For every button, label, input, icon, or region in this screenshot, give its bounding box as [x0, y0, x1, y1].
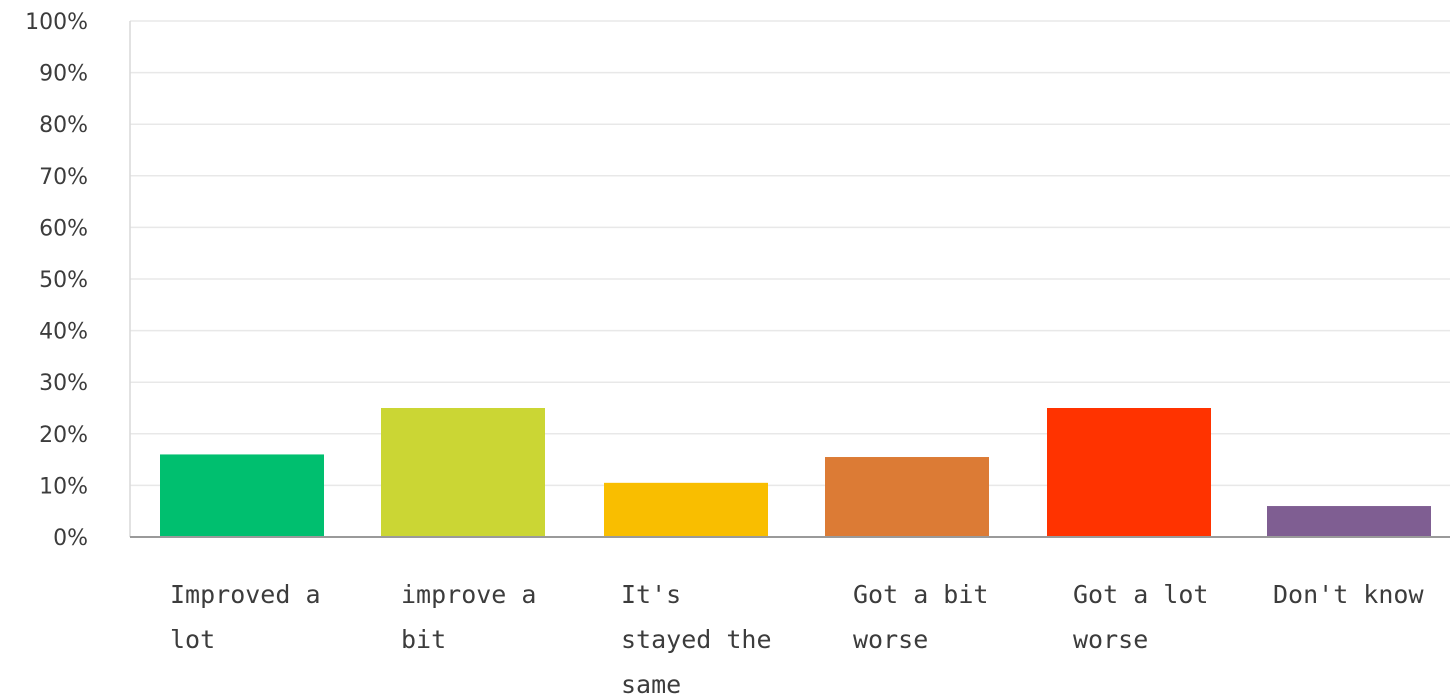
- category-label: Got a bit worse: [853, 580, 988, 654]
- category-label-line: bit: [401, 625, 446, 654]
- category-label-line: stayed the: [621, 625, 772, 654]
- y-tick-label: 80%: [39, 113, 88, 138]
- category-label: improve a bit: [401, 580, 536, 654]
- category-label-line: Got a bit: [853, 580, 988, 609]
- bar-5: [1267, 506, 1431, 537]
- y-tick-label: 60%: [39, 216, 88, 241]
- category-label-line: worse: [1073, 625, 1148, 654]
- category-label-line: lot: [170, 625, 215, 654]
- axis-layer: [129, 21, 1450, 538]
- y-tick-label: 30%: [39, 371, 88, 396]
- bars-layer: [160, 408, 1431, 537]
- category-label-line: improve a: [401, 580, 536, 609]
- category-label: Don't know: [1273, 580, 1424, 609]
- y-tick-labels: 0% 10% 20% 30% 40% 50% 60% 70% 80% 90% 100%: [25, 10, 88, 551]
- category-label-line: It's: [621, 580, 681, 609]
- bar-4: [1047, 408, 1211, 537]
- y-tick-label: 10%: [39, 474, 88, 499]
- y-tick-label: 50%: [39, 268, 88, 293]
- category-label-line: Improved a: [170, 580, 321, 609]
- bar-3: [825, 457, 989, 537]
- y-tick-label: 90%: [39, 62, 88, 87]
- category-label: It's stayed the same: [621, 580, 772, 695]
- category-label-line: worse: [853, 625, 928, 654]
- y-tick-label: 20%: [39, 423, 88, 448]
- category-label-line: same: [621, 670, 681, 695]
- category-label: Got a lot worse: [1073, 580, 1208, 654]
- x-category-labels: Improved a lot improve a bit It's stayed the s…: [170, 580, 1424, 699]
- y-tick-label: 100%: [25, 10, 88, 35]
- category-label: Improved a lot: [170, 580, 321, 654]
- y-tick-label: 70%: [39, 165, 88, 190]
- category-label-line: Don't know: [1273, 580, 1424, 609]
- y-tick-label: 0%: [53, 526, 88, 551]
- bar-1: [381, 408, 545, 537]
- bar-2: [604, 482, 768, 537]
- category-label-line: Got a lot: [1073, 580, 1208, 609]
- y-tick-label: 40%: [39, 320, 88, 345]
- grid-layer: [130, 20, 1450, 487]
- bar-0: [160, 454, 324, 537]
